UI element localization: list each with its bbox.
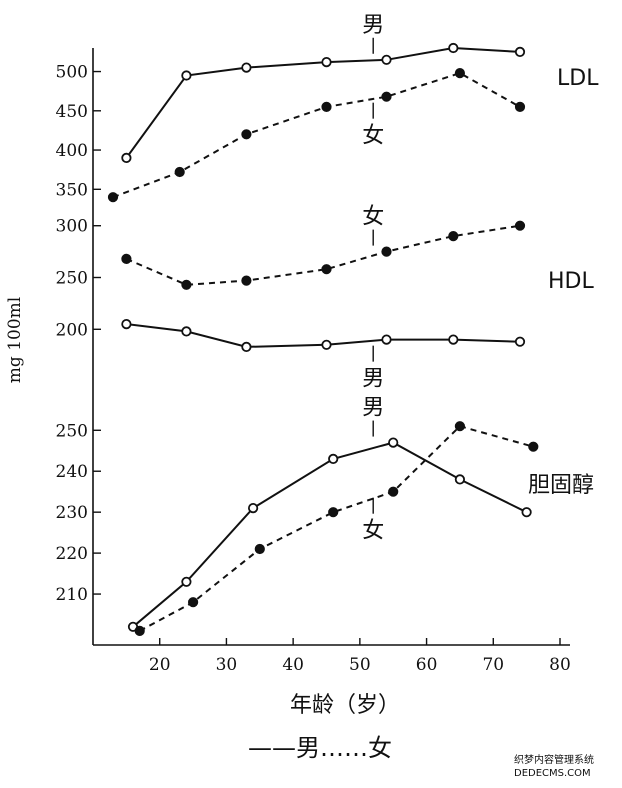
- data-point: [121, 152, 132, 163]
- data-point: [107, 192, 119, 203]
- data-point: [241, 129, 252, 140]
- annotation-label: 女: [362, 519, 384, 544]
- y-tick-label: 220: [56, 544, 88, 564]
- data-point: [134, 625, 145, 637]
- data-point: [448, 334, 459, 345]
- data-point: [388, 486, 399, 497]
- annotation-label: 女: [362, 124, 384, 149]
- y-tick-label: 250: [56, 269, 88, 289]
- y-tick-label: 230: [56, 503, 88, 523]
- data-point: [121, 318, 132, 330]
- x-tick-label: 60: [416, 655, 438, 675]
- data-point: [448, 231, 459, 242]
- data-point: [521, 507, 532, 518]
- x-axis-title: 年龄（岁）: [290, 693, 400, 718]
- data-point: [454, 68, 465, 79]
- y-tick-label: 250: [56, 421, 88, 441]
- data-point: [174, 166, 185, 178]
- axis-ticks: 20 30 40 50 60 70 80 350 400 450 500 200 250 300 210 22…: [56, 63, 571, 675]
- data-point: [388, 437, 399, 448]
- data-point: [241, 62, 252, 73]
- y-tick-label: 350: [56, 180, 88, 200]
- annotation-label: 男: [362, 13, 384, 38]
- series-layer: [107, 42, 539, 637]
- data-point: [188, 597, 199, 608]
- data-point: [328, 507, 339, 518]
- data-point: [514, 220, 526, 231]
- data-point: [514, 336, 526, 347]
- annotation-label: 男: [362, 367, 384, 392]
- data-point: [241, 275, 252, 286]
- data-point: [181, 576, 192, 587]
- x-tick-label: 80: [549, 655, 571, 675]
- x-tick-label: 30: [216, 655, 238, 675]
- y-tick-label: 450: [56, 102, 88, 122]
- data-point: [514, 101, 526, 113]
- data-point: [321, 339, 332, 350]
- data-point: [381, 91, 392, 102]
- data-point: [181, 70, 192, 81]
- data-point: [381, 246, 392, 257]
- y-tick-label: 200: [56, 320, 88, 340]
- data-point: [321, 264, 332, 275]
- data-point: [241, 341, 252, 352]
- data-point: [321, 56, 332, 68]
- data-point: [448, 42, 459, 54]
- x-tick-label: 20: [149, 655, 171, 675]
- x-tick-label: 70: [482, 655, 504, 675]
- data-point: [328, 453, 339, 464]
- data-point: [254, 543, 265, 555]
- annotation-label: 女: [362, 205, 384, 230]
- data-point: [454, 474, 465, 485]
- data-point: [321, 101, 332, 113]
- data-point: [381, 54, 392, 65]
- data-point: [181, 326, 192, 337]
- data-point: [181, 279, 192, 290]
- y-tick-label: 210: [56, 585, 88, 605]
- y-tick-label: 400: [56, 141, 88, 161]
- data-point: [381, 334, 392, 345]
- x-tick-label: 50: [349, 655, 371, 675]
- annotation-label: 男: [362, 396, 384, 421]
- data-point: [528, 441, 539, 452]
- y-tick-label: 300: [56, 217, 88, 237]
- panel-label: 胆固醇: [528, 473, 594, 498]
- data-point: [248, 502, 259, 514]
- x-tick-label: 40: [282, 655, 304, 675]
- data-point: [121, 253, 132, 264]
- watermark-line-2: DEDECMS.COM: [514, 768, 591, 779]
- y-tick-label: 500: [56, 63, 88, 83]
- data-point: [454, 421, 465, 432]
- panel-label: LDL: [557, 66, 599, 91]
- data-point: [514, 46, 526, 58]
- series-line: [126, 224, 521, 286]
- y-tick-label: 240: [56, 462, 88, 482]
- y-axis-title: mg 100ml: [5, 297, 25, 383]
- panel-label: HDL: [548, 269, 594, 294]
- legend-text: ——男……女: [248, 734, 392, 762]
- watermark-line-1: 织梦内容管理系统: [514, 753, 594, 766]
